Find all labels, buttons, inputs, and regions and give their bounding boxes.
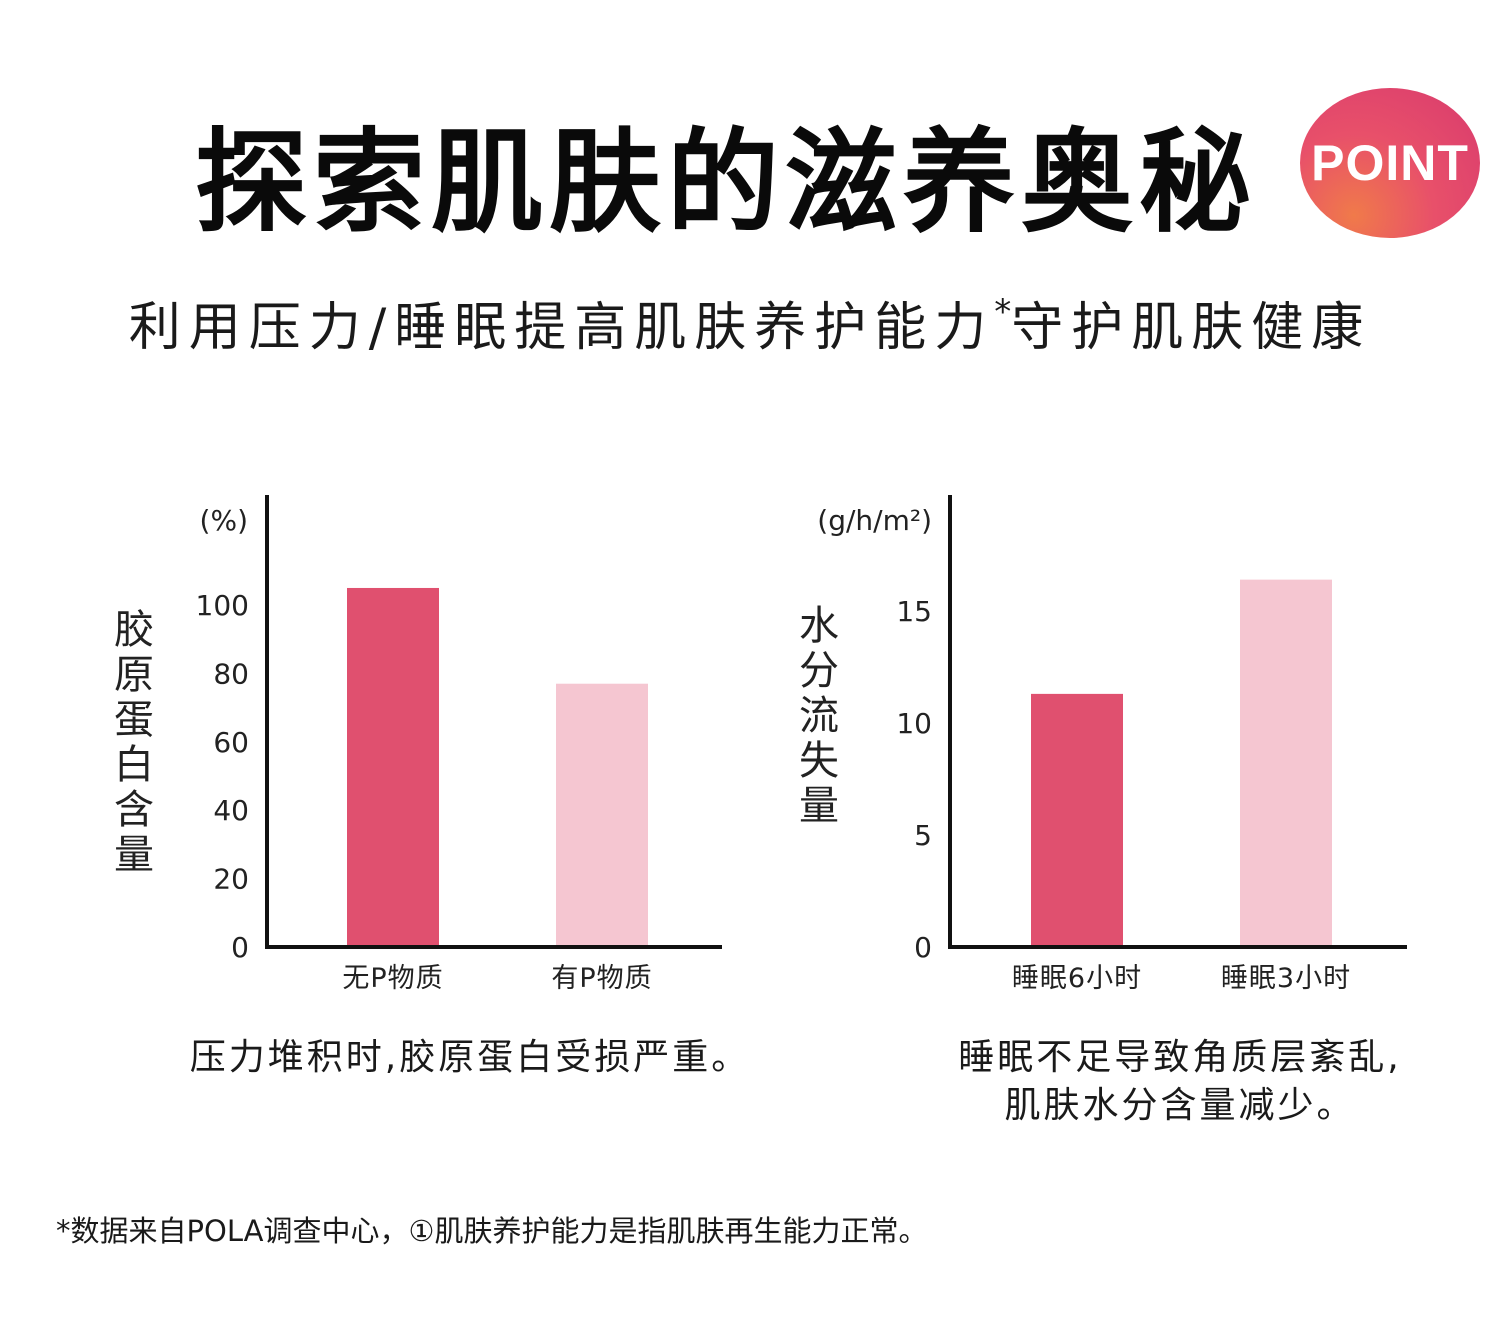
point-badge: POINT bbox=[1300, 88, 1480, 238]
chart2-caption: 睡眠不足导致角质层紊乱, 肌肤水分含量减少。 bbox=[900, 1034, 1460, 1130]
chart2-caption-line-1: 睡眠不足导致角质层紊乱, bbox=[958, 1037, 1402, 1078]
chart2-ylabel: 水分流失量 bbox=[799, 603, 839, 829]
page-title: 探索肌肤的滋养奥秘 bbox=[0, 118, 1500, 248]
collagen-chart: (%) 0 20 40 60 80 100 无P物质 有P物质 bbox=[196, 495, 722, 994]
chart2-category-label: 睡眠6小时 bbox=[1012, 963, 1142, 994]
chart2-ytick-label: 0 bbox=[914, 931, 932, 964]
chart2-ytick-label: 10 bbox=[896, 707, 932, 740]
title-text: 探索肌肤的滋养奥秘 bbox=[195, 118, 1257, 248]
chart2-category-label: 睡眠3小时 bbox=[1221, 963, 1351, 994]
chart1-ytick-label: 80 bbox=[213, 657, 249, 690]
chart2-ytick-label: 15 bbox=[896, 595, 932, 628]
chart2-bar-1 bbox=[1031, 693, 1123, 947]
chart2-caption-line-2: 肌肤水分含量减少。 bbox=[1004, 1085, 1356, 1126]
chart1-bar-1 bbox=[347, 587, 439, 947]
chart1-ylabel: 胶原蛋白含量 bbox=[114, 607, 154, 878]
chart1-caption: 压力堆积时,胶原蛋白受损严重。 bbox=[189, 1037, 751, 1078]
chart1-unit: (%) bbox=[200, 504, 248, 537]
footnote: *数据来自POLA调查中心，①肌肤养护能力是指肌肤再生能力正常。 bbox=[56, 1214, 928, 1248]
chart1-ytick-label: 60 bbox=[213, 726, 249, 759]
water-loss-chart: (g/h/m²) 0 5 10 15 睡眠6小时 睡眠3小时 bbox=[817, 495, 1407, 994]
chart1-ytick-label: 40 bbox=[213, 794, 249, 827]
page-subtitle: 利用压力/睡眠提高肌肤养护能力*守护肌肤健康 bbox=[0, 280, 1500, 360]
chart1-category-label: 无P物质 bbox=[342, 963, 443, 994]
chart1-category-label: 有P物质 bbox=[551, 963, 652, 994]
chart1-ytick-label: 0 bbox=[231, 931, 249, 964]
subtitle-text-2: 守护肌肤健康 bbox=[1011, 298, 1372, 358]
chart1-ytick-label: 100 bbox=[196, 589, 249, 622]
subtitle-asterisk: * bbox=[994, 292, 1012, 332]
chart1-ytick-label: 20 bbox=[213, 863, 249, 896]
chart1-bar-2 bbox=[556, 683, 648, 947]
chart2-bar-2 bbox=[1240, 579, 1332, 947]
chart2-unit: (g/h/m²) bbox=[817, 504, 932, 537]
chart2-ytick-label: 5 bbox=[914, 819, 932, 852]
subtitle-text-1: 利用压力/睡眠提高肌肤养护能力 bbox=[128, 298, 995, 358]
